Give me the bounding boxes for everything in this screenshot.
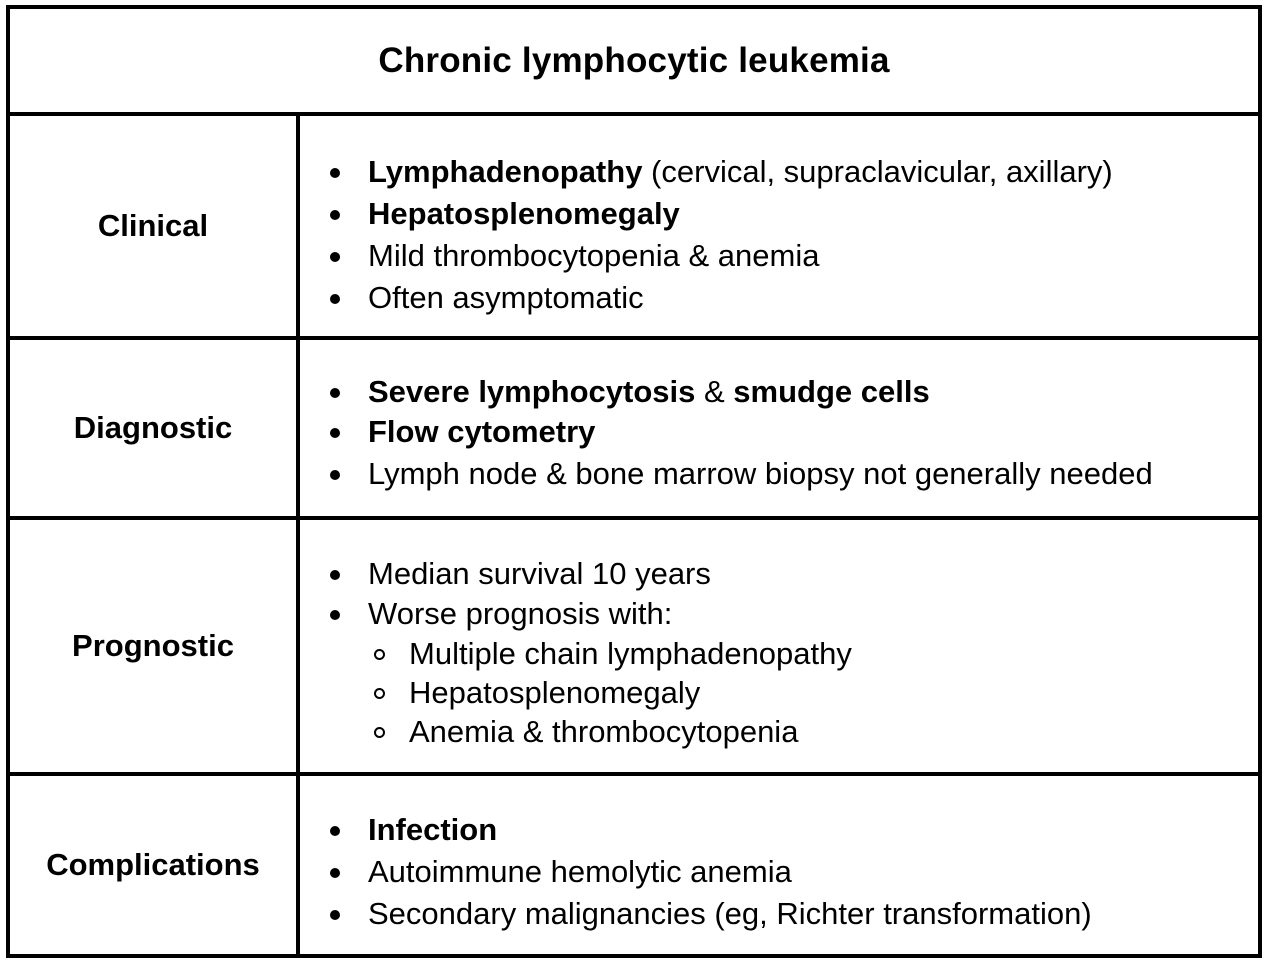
item-text: Often asymptomatic — [368, 280, 644, 315]
item-bold-text: Infection — [368, 812, 498, 847]
bullet-icon — [330, 252, 340, 262]
item-text: Anemia & thrombocytopenia — [409, 714, 799, 749]
item-text: (cervical, supraclavicular, axillary) — [642, 154, 1113, 189]
section-content-clinical: Lymphadenopathy (cervical, supraclavicul… — [300, 116, 1258, 336]
bullet-icon — [330, 910, 340, 920]
section-label-complications: Complications — [10, 776, 300, 954]
section-label-diagnostic: Diagnostic — [10, 340, 300, 516]
item-text: & — [695, 374, 734, 409]
table-title: Chronic lymphocytic leukemia — [378, 40, 890, 80]
circle-bullet-icon — [374, 727, 385, 738]
bullet-icon — [330, 470, 340, 480]
section-prognostic: Prognostic Median survival 10 years Wors… — [10, 520, 1258, 776]
circle-bullet-icon — [374, 688, 385, 699]
item-bold-text: Flow cytometry — [368, 414, 596, 449]
section-content-prognostic: Median survival 10 years Worse prognosis… — [300, 520, 1258, 772]
bullet-icon — [330, 168, 340, 178]
section-clinical: Clinical Lymphadenopathy (cervical, supr… — [10, 116, 1258, 340]
bullet-icon — [330, 428, 340, 438]
bullet-icon — [330, 826, 340, 836]
item-text: Autoimmune hemolytic anemia — [368, 854, 792, 889]
section-diagnostic: Diagnostic Severe lymphocytosis & smudge… — [10, 340, 1258, 520]
summary-table: Chronic lymphocytic leukemia Clinical Ly… — [6, 5, 1262, 958]
item-text: Secondary malignancies (eg, Richter tran… — [368, 896, 1092, 931]
section-label-clinical: Clinical — [10, 116, 300, 336]
circle-bullet-icon — [374, 649, 385, 660]
item-text: Mild thrombocytopenia & anemia — [368, 238, 820, 273]
bullet-icon — [330, 868, 340, 878]
bullet-icon — [330, 388, 340, 398]
bullet-icon — [330, 210, 340, 220]
item-text: Multiple chain lymphadenopathy — [409, 636, 852, 671]
bullet-icon — [330, 610, 340, 620]
item-bold-text: smudge cells — [733, 374, 930, 409]
item-bold-text: Severe lymphocytosis — [368, 374, 696, 409]
item-text: Hepatosplenomegaly — [409, 675, 701, 710]
section-complications: Complications Infection Autoimmune hemol… — [10, 776, 1258, 954]
item-bold-text: Lymphadenopathy — [368, 154, 643, 189]
bullet-icon — [330, 294, 340, 304]
section-content-complications: Infection Autoimmune hemolytic anemia Se… — [300, 776, 1258, 954]
item-text: Median survival 10 years — [368, 556, 711, 591]
item-bold-text: Hepatosplenomegaly — [368, 196, 680, 231]
item-text: Lymph node & bone marrow biopsy not gene… — [368, 456, 1153, 491]
item-text: Worse prognosis with: — [368, 596, 673, 631]
bullet-icon — [330, 570, 340, 580]
table-title-row: Chronic lymphocytic leukemia — [10, 9, 1258, 116]
section-label-prognostic: Prognostic — [10, 520, 300, 772]
section-content-diagnostic: Severe lymphocytosis & smudge cells Flow… — [300, 340, 1258, 516]
